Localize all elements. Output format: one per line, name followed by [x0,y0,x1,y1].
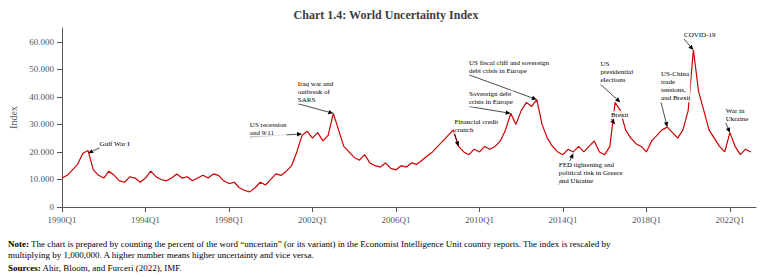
svg-text:US-China: US-China [661,70,690,78]
svg-text:Financial credit: Financial credit [454,118,498,126]
svg-text:30.000: 30.000 [29,119,54,129]
svg-text:and Brexit: and Brexit [661,94,690,102]
svg-text:Brexit: Brexit [611,111,629,119]
svg-text:2010Q1: 2010Q1 [465,215,494,225]
svg-text:crisis in Europe: crisis in Europe [469,98,513,106]
svg-text:0: 0 [50,202,55,212]
svg-text:2022Q1: 2022Q1 [715,215,744,225]
svg-text:50.000: 50.000 [29,64,54,74]
svg-text:2014Q1: 2014Q1 [548,215,577,225]
svg-text:Ukraine: Ukraine [726,115,749,123]
svg-text:debt crisis in Europe: debt crisis in Europe [469,67,527,75]
svg-text:US recession: US recession [250,121,287,129]
svg-text:crunch: crunch [454,126,474,134]
svg-text:60.000: 60.000 [29,37,54,47]
svg-text:Ahir, Bloom, and Furceri (2022: Ahir, Bloom, and Furceri (2022), IMF. [41,263,182,273]
svg-text:trade: trade [661,78,675,86]
svg-text:presidential: presidential [601,68,634,76]
svg-text:10.000: 10.000 [29,174,54,184]
svg-text:Sovereign debt: Sovereign debt [469,90,511,98]
svg-text:2018Q1: 2018Q1 [632,215,661,225]
svg-text:tensions,: tensions, [661,86,686,94]
svg-text:SARS: SARS [298,96,316,104]
svg-text:Note:: Note: [8,239,29,249]
svg-text:Sources:: Sources: [8,263,41,273]
svg-text:multiplying by 1,000,000. A hi: multiplying by 1,000,000. A higher numbe… [8,250,314,260]
svg-text:40.000: 40.000 [29,92,54,102]
svg-text:and 9/11: and 9/11 [250,129,275,137]
svg-text:2002Q1: 2002Q1 [298,215,327,225]
svg-text:The chart is prepared by count: The chart is prepared by counting the pe… [29,239,611,249]
svg-text:FED tightening and: FED tightening and [559,161,615,169]
svg-text:elections: elections [601,76,626,84]
svg-text:US fiscal cliff and sovereign: US fiscal cliff and sovereign [469,59,549,67]
svg-text:COVID-19: COVID-19 [684,31,716,39]
svg-text:1998Q1: 1998Q1 [214,215,243,225]
svg-text:War in: War in [726,107,745,115]
svg-text:political risk in Greece: political risk in Greece [559,169,623,177]
svg-text:Iraq war and: Iraq war and [298,80,334,88]
svg-text:Chart 1.4: World Uncertainty I: Chart 1.4: World Uncertainty Index [294,8,479,22]
svg-text:1990Q1: 1990Q1 [48,215,77,225]
svg-text:Gulf War I: Gulf War I [100,140,131,148]
svg-text:outbreak of: outbreak of [298,88,331,96]
svg-text:2006Q1: 2006Q1 [381,215,410,225]
svg-text:1994Q1: 1994Q1 [131,215,160,225]
svg-text:20.000: 20.000 [29,147,54,157]
svg-text:and Ukraine: and Ukraine [559,177,593,185]
svg-text:Index: Index [8,106,19,129]
svg-text:US: US [601,60,610,68]
